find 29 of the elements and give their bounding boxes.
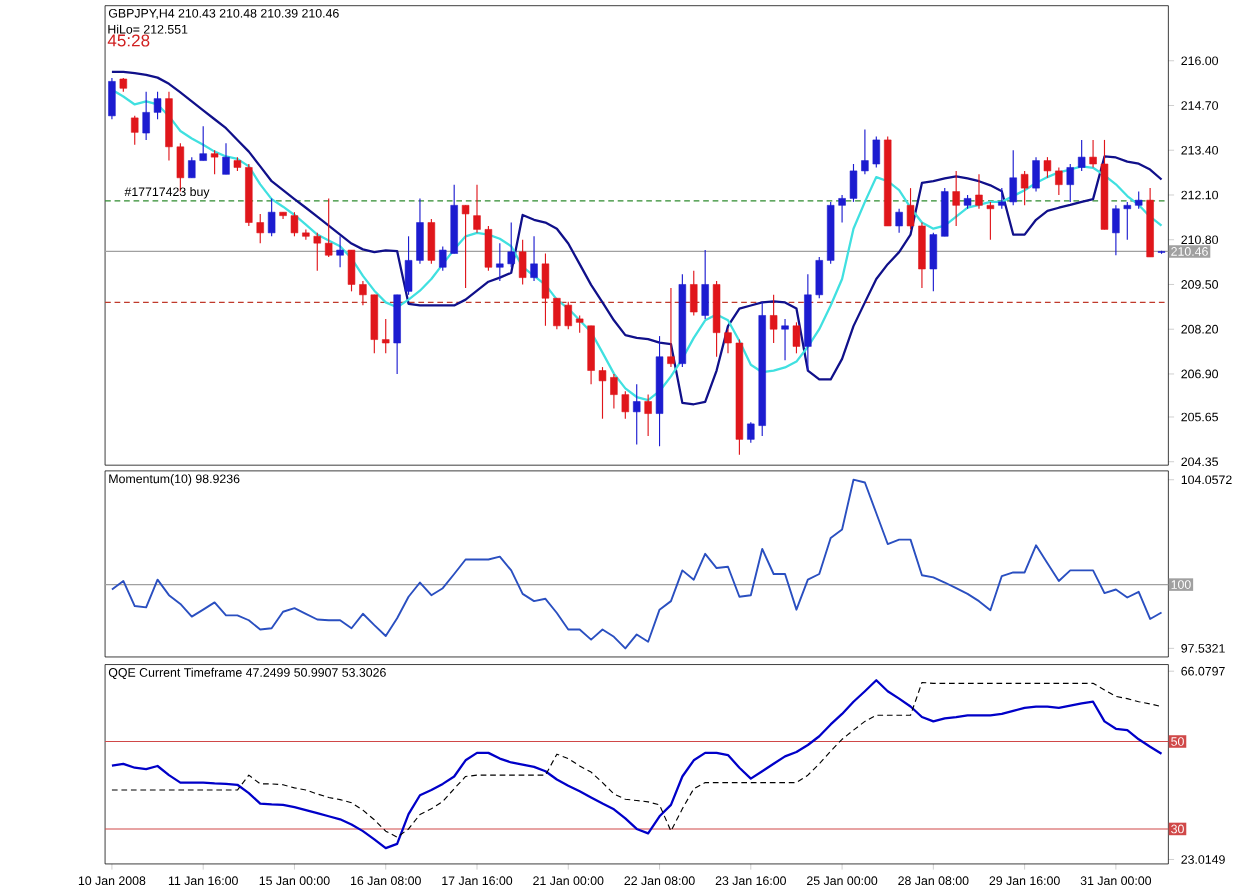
candlestick xyxy=(644,393,652,437)
text: 45:28 xyxy=(107,34,150,47)
candlestick xyxy=(530,235,538,282)
candlestick xyxy=(108,77,116,120)
candlestick xyxy=(131,115,139,146)
candlestick xyxy=(792,321,801,354)
candlestick xyxy=(267,197,276,237)
candlestick xyxy=(382,318,390,354)
candlestick xyxy=(690,269,698,316)
candlestick xyxy=(1066,163,1074,203)
candlestick xyxy=(1077,139,1086,172)
candlestick xyxy=(336,235,344,268)
candlestick xyxy=(929,232,938,292)
candlestick xyxy=(324,197,333,258)
candlestick xyxy=(952,170,960,227)
candlestick xyxy=(461,204,470,289)
candlestick xyxy=(222,142,230,175)
candlestick xyxy=(427,218,436,265)
candlestick xyxy=(769,293,778,344)
candlestick xyxy=(1020,170,1029,206)
candlestick xyxy=(941,187,949,237)
candlestick xyxy=(895,207,903,234)
candlestick xyxy=(667,287,675,368)
candlestick xyxy=(701,249,709,320)
candlestick xyxy=(1032,156,1040,192)
candlestick xyxy=(633,383,641,445)
candlestick xyxy=(518,238,527,285)
candlestick xyxy=(781,318,789,361)
candlestick xyxy=(210,149,219,175)
